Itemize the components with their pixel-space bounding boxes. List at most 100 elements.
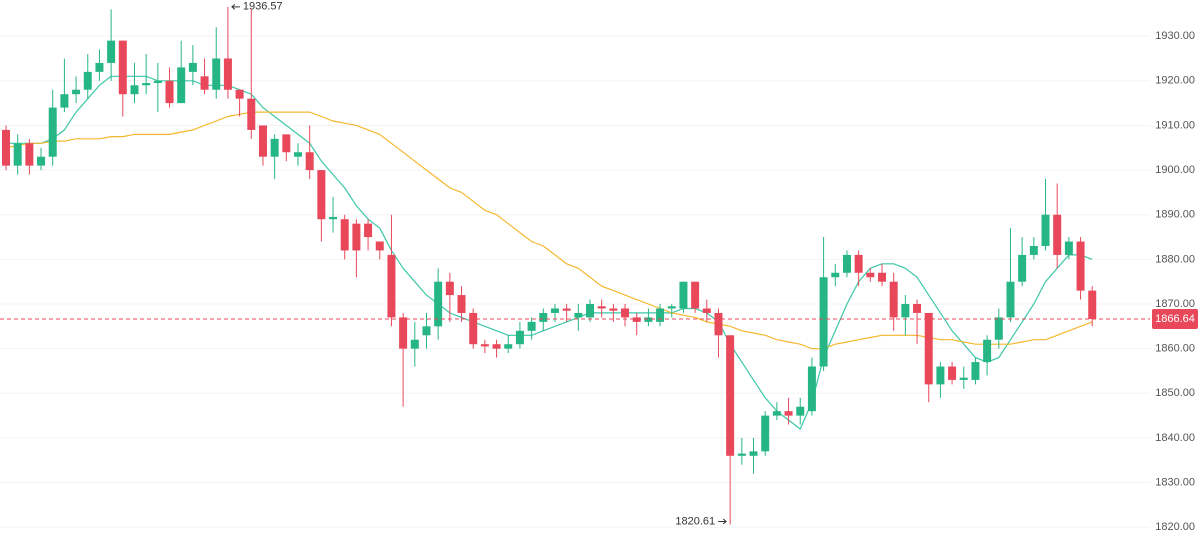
candle-body: [142, 83, 151, 86]
candle-body: [644, 317, 653, 322]
candle-body: [609, 308, 618, 311]
candle-body: [1053, 214, 1062, 255]
y-tick-label: 1920.00: [1155, 75, 1195, 87]
candle-body: [1076, 241, 1085, 291]
candle-body: [539, 312, 548, 322]
low-arrow: [718, 518, 727, 525]
candle-body: [399, 317, 408, 349]
candle-body: [807, 366, 816, 412]
candle-body: [842, 254, 851, 273]
candle-body: [515, 330, 524, 345]
candle-body: [586, 304, 594, 318]
candle-body: [574, 312, 583, 318]
candle-body: [410, 339, 419, 349]
candle-body: [1064, 241, 1073, 255]
candle-body: [223, 58, 232, 90]
candle-body: [165, 80, 174, 104]
candle-body: [375, 241, 384, 251]
candle-body: [784, 411, 793, 416]
candle-body: [983, 339, 992, 363]
candle-body: [936, 366, 945, 385]
candle-body: [632, 317, 641, 322]
candle-body: [177, 67, 186, 104]
candle-body: [200, 76, 209, 90]
candle-body: [118, 40, 127, 95]
candle-body: [761, 415, 770, 452]
candle-body: [107, 40, 116, 63]
candle-body: [854, 254, 863, 273]
candle-body: [48, 107, 57, 157]
candle-body: [819, 277, 828, 367]
candle-body: [504, 344, 513, 349]
candle-body: [212, 58, 221, 90]
candle-body: [621, 308, 630, 318]
candle-body: [2, 129, 10, 166]
candle-body: [83, 71, 92, 90]
candle-body: [130, 85, 139, 95]
candle-body: [948, 366, 957, 380]
high-arrow: [231, 3, 240, 10]
candle-body: [72, 89, 81, 95]
candle-body: [25, 143, 34, 166]
candle-body: [667, 306, 676, 309]
candle-body: [597, 306, 606, 309]
candle-body: [1018, 254, 1027, 282]
high-marker-label: 1936.57: [243, 1, 283, 13]
last-price-box: [1152, 309, 1198, 330]
candle-body: [364, 223, 373, 238]
y-tick-label: 1870.00: [1155, 298, 1195, 310]
candle-body: [340, 219, 349, 251]
y-tick-label: 1850.00: [1155, 387, 1195, 399]
candle-body: [1041, 214, 1050, 246]
y-tick-label: 1900.00: [1155, 164, 1195, 176]
candle-body: [714, 312, 723, 336]
candle-body: [994, 317, 1003, 340]
candle-body: [889, 281, 898, 318]
candle-body: [469, 312, 478, 345]
candle-body: [679, 281, 688, 309]
candle-body: [901, 304, 910, 318]
candle-body: [562, 308, 571, 311]
candle-body: [247, 98, 256, 130]
y-tick-label: 1880.00: [1155, 253, 1195, 265]
candle-body: [329, 216, 338, 220]
y-tick-label: 1890.00: [1155, 209, 1195, 221]
candle-body: [924, 312, 933, 385]
candle-body: [13, 143, 22, 166]
last-price-label: 1866.64: [1155, 313, 1195, 325]
candle-body: [913, 304, 922, 313]
candle-body: [434, 281, 443, 327]
candle-body: [37, 156, 46, 166]
candle-body: [95, 62, 104, 72]
candle-body: [749, 451, 758, 456]
candle-body: [726, 335, 735, 456]
candle-body: [387, 254, 396, 318]
candle-body: [691, 281, 700, 309]
candle-body: [1088, 290, 1097, 320]
candle-body: [60, 94, 69, 108]
y-tick-label: 1910.00: [1155, 119, 1195, 131]
candle-body: [422, 326, 431, 336]
candle-body: [457, 295, 466, 313]
candle-body: [878, 272, 886, 282]
candle-body: [235, 89, 244, 99]
candle-body: [527, 321, 536, 331]
candle-body: [959, 377, 968, 380]
candle-body: [282, 134, 291, 153]
candle-body: [831, 272, 840, 278]
y-tick-label: 1820.00: [1155, 521, 1195, 533]
y-tick-label: 1840.00: [1155, 432, 1195, 444]
candle-body: [317, 170, 326, 220]
candle-body: [270, 138, 279, 157]
candle-body: [772, 411, 781, 416]
candle-body: [550, 308, 559, 313]
moving-average-line: [6, 75, 1093, 430]
candle-body: [305, 152, 314, 171]
candle-body: [445, 281, 454, 296]
candle-body: [258, 125, 267, 157]
candle-body: [492, 344, 501, 349]
y-tick-label: 1830.00: [1155, 476, 1195, 488]
moving-average-line: [5, 111, 1093, 350]
candle-body: [1006, 281, 1015, 318]
